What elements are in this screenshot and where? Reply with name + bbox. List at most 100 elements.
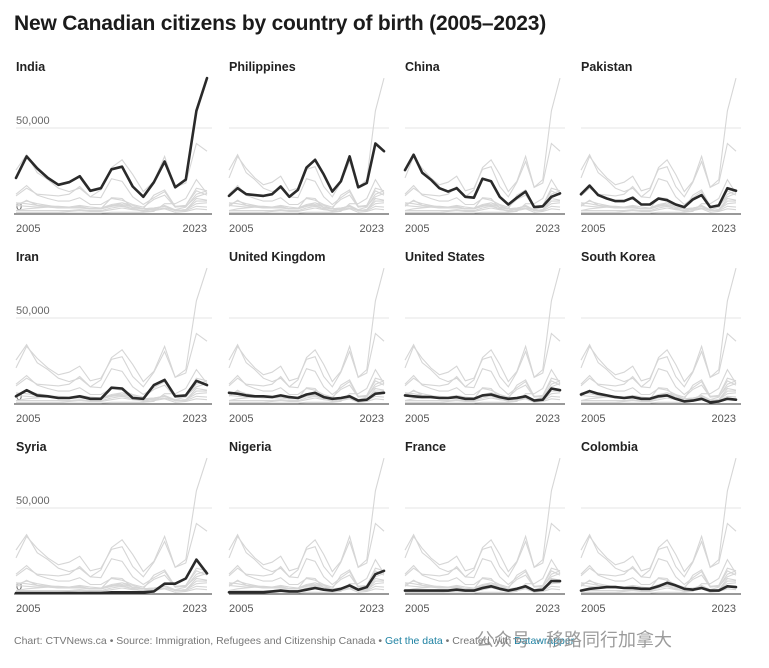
x-tick-label: 2023 [536,223,560,235]
x-tick-label: 2005 [581,413,605,425]
context-line-china [404,533,561,588]
panel-label: United States [405,250,485,264]
series-line-iran [14,378,209,401]
context-line-syria [229,178,385,214]
y-tick-label: 0 [16,581,22,593]
panel-united-states: United States 2005 2023 [403,250,565,425]
x-tick-label: 2005 [405,603,429,615]
get-the-data-link[interactable]: Get the data [384,635,443,647]
context-line-syria [581,178,737,214]
context-line-colombia [580,202,737,212]
context-line-nigeria [16,190,208,213]
context-line-pakistan [228,564,385,588]
datawrapper-link[interactable]: Datawrapper [514,635,575,647]
x-tick-label: 2005 [229,603,253,615]
panel-france: France 2005 2023 [403,440,565,615]
series-line-united-kingdom [227,391,386,402]
context-line-philippines [228,522,385,578]
context-line-nigeria [581,380,737,403]
x-tick-label: 2005 [229,413,253,425]
context-line-china [15,153,208,208]
series-line-south-korea [579,389,738,404]
context-line-philippines [228,332,385,388]
x-tick-label: 2023 [712,603,736,615]
context-line-pakistan [15,374,208,398]
x-tick-label: 2023 [360,223,384,235]
panel-label: Nigeria [229,440,272,454]
panel-label: South Korea [581,250,656,264]
panel-nigeria: Nigeria 2005 2023 [227,440,389,615]
panel-united-kingdom: United Kingdom 2005 2023 [227,250,389,425]
context-line-pakistan [228,184,385,208]
context-line-philippines [404,332,561,388]
context-line-china [228,533,385,588]
x-tick-label: 2023 [536,603,560,615]
x-tick-label: 2023 [360,603,384,615]
x-tick-label: 2023 [360,413,384,425]
y-tick-label: 50,000 [16,305,50,317]
x-tick-label: 2005 [16,223,40,235]
context-line-china [228,343,385,398]
context-line-philippines [15,522,208,578]
context-line-philippines [580,332,737,388]
wechat-watermark: 公众号 · 移路同行加拿大 [476,630,672,650]
chart-footer: Chart: CTVNews.ca • Source: Immigration,… [14,635,574,647]
panel-label: India [16,60,46,74]
panel-label: Colombia [581,440,639,454]
context-line-syria [405,558,561,594]
panel-label: Syria [16,440,48,454]
panel-label: Iran [16,250,39,264]
context-line-colombia [15,582,208,592]
context-line-colombia [15,202,208,212]
series-line-nigeria [227,569,386,594]
series-line-france [403,579,562,592]
x-tick-label: 2023 [712,223,736,235]
panel-label: United Kingdom [229,250,326,264]
panel-philippines: Philippines 2005 2023 [227,60,389,235]
context-line-syria [16,178,208,214]
context-line-philippines [404,142,561,198]
context-line-philippines [15,332,208,388]
context-line-colombia [228,202,385,212]
chart-title: New Canadian citizens by country of birt… [14,12,547,35]
series-line-philippines [227,142,386,199]
context-line-syria [229,368,385,404]
x-tick-label: 2005 [16,413,40,425]
context-line-syria [581,368,737,404]
panel-syria: Syria 50,000 0 2005 2023 [14,440,212,615]
context-line-china [404,343,561,398]
x-tick-label: 2005 [581,603,605,615]
x-tick-label: 2023 [536,413,560,425]
x-tick-label: 2023 [183,413,207,425]
series-line-india [14,76,209,199]
context-line-nigeria [229,190,385,213]
context-line-pakistan [15,184,208,208]
series-line-united-states [403,387,562,402]
x-tick-label: 2005 [16,603,40,615]
x-tick-label: 2023 [183,223,207,235]
x-tick-label: 2005 [229,223,253,235]
series-line-pakistan [579,184,738,209]
context-line-china [15,533,208,588]
context-line-philippines [404,522,561,578]
context-line-syria [405,178,561,214]
x-tick-label: 2005 [405,223,429,235]
footer-source: Chart: CTVNews.ca • Source: Immigration,… [14,635,385,647]
panel-iran: Iran 50,000 0 2005 2023 [14,250,212,425]
context-line-syria [405,368,561,404]
series-line-colombia [579,581,738,592]
context-line-pakistan [580,564,737,588]
context-line-philippines [580,142,737,198]
context-line-syria [581,558,737,594]
x-tick-label: 2005 [581,223,605,235]
context-line-colombia [404,202,561,212]
panel-india: India 50,000 0 2005 2023 [14,60,212,235]
panel-china: China 2005 2023 [403,60,565,235]
context-line-pakistan [15,564,208,588]
panel-label: Philippines [229,60,296,74]
context-line-pakistan [404,184,561,208]
context-line-china [580,343,737,398]
context-line-china [228,153,385,208]
series-line-china [403,153,562,209]
